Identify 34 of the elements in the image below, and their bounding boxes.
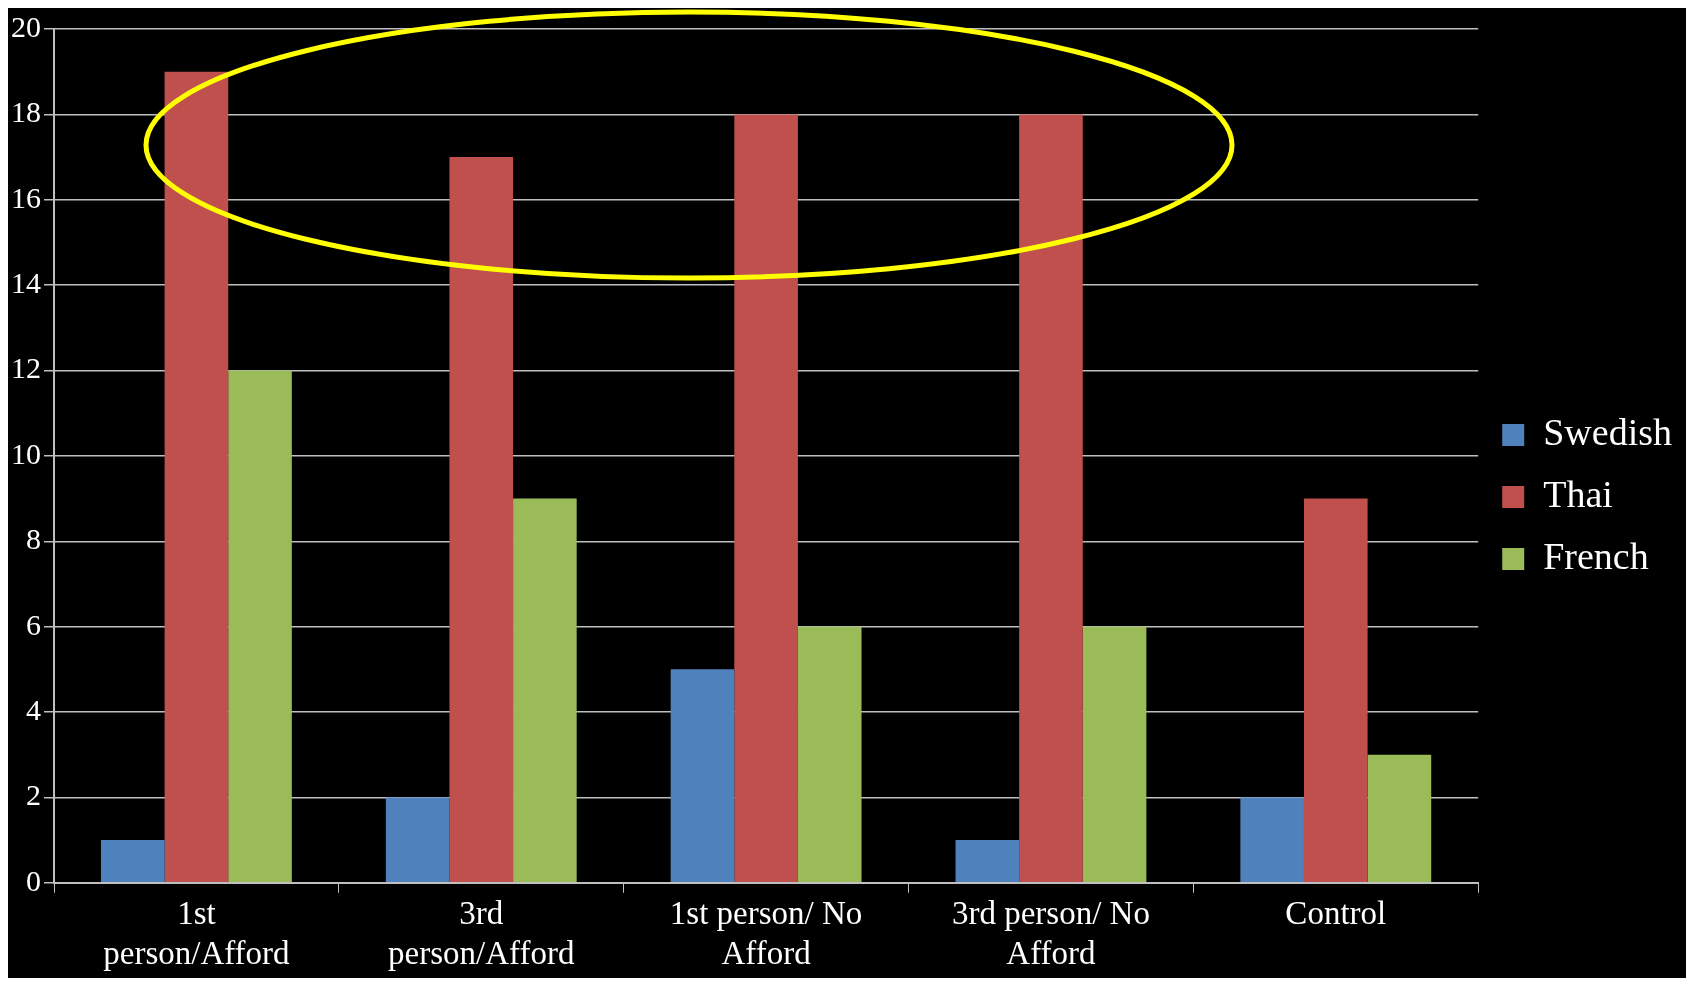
bar [101, 840, 165, 883]
x-tick-label: Control [1285, 895, 1387, 932]
bar [955, 840, 1020, 883]
bar [228, 370, 292, 883]
bar [670, 669, 735, 883]
y-tick-label: 8 [26, 522, 41, 556]
bar [385, 797, 450, 883]
y-tick-label: 18 [11, 95, 41, 129]
bar [797, 626, 862, 883]
bar [1367, 754, 1432, 883]
y-tick-label: 0 [26, 863, 41, 897]
bar [164, 71, 229, 883]
bar [449, 157, 514, 883]
y-tick-label: 6 [26, 607, 41, 641]
y-tick-label: 20 [11, 9, 41, 43]
bar [1240, 797, 1304, 883]
bar [513, 498, 577, 883]
bar [1082, 626, 1147, 883]
bar [1303, 498, 1368, 883]
y-tick-label: 10 [11, 436, 41, 470]
x-tick-label: 1st person/Afford [103, 895, 291, 971]
bar [734, 114, 798, 883]
y-tick-label: 4 [26, 692, 41, 726]
legend-label: Swedish [1543, 410, 1673, 453]
y-tick-label: 14 [11, 266, 41, 300]
bar [1019, 114, 1083, 883]
y-tick-label: 2 [26, 778, 41, 812]
y-tick-label: 12 [11, 351, 41, 385]
legend-label: French [1543, 534, 1649, 577]
x-tick-label: 3rd person/ No Afford [951, 895, 1150, 971]
x-tick-label: 1st person/ No Afford [669, 895, 863, 971]
y-tick-label: 16 [11, 180, 41, 214]
legend-label: Thai [1543, 472, 1613, 515]
x-tick-label: 3rd person/Afford [388, 895, 575, 971]
